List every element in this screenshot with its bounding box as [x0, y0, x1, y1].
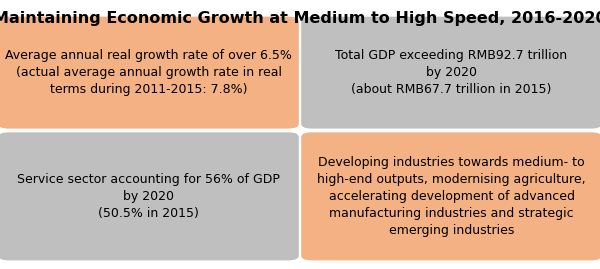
Text: Total GDP exceeding RMB92.7 trillion
by 2020
(about RMB67.7 trillion in 2015): Total GDP exceeding RMB92.7 trillion by …: [335, 49, 568, 96]
Text: Maintaining Economic Growth at Medium to High Speed, 2016-2020: Maintaining Economic Growth at Medium to…: [0, 11, 600, 26]
FancyBboxPatch shape: [0, 17, 299, 129]
Text: Average annual real growth rate of over 6.5%
(actual average annual growth rate : Average annual real growth rate of over …: [5, 49, 292, 96]
FancyBboxPatch shape: [301, 132, 600, 260]
FancyBboxPatch shape: [0, 132, 299, 260]
Text: Service sector accounting for 56% of GDP
by 2020
(50.5% in 2015): Service sector accounting for 56% of GDP…: [17, 173, 280, 220]
Text: Developing industries towards medium- to
high-end outputs, modernising agricultu: Developing industries towards medium- to…: [317, 156, 586, 237]
FancyBboxPatch shape: [301, 17, 600, 129]
